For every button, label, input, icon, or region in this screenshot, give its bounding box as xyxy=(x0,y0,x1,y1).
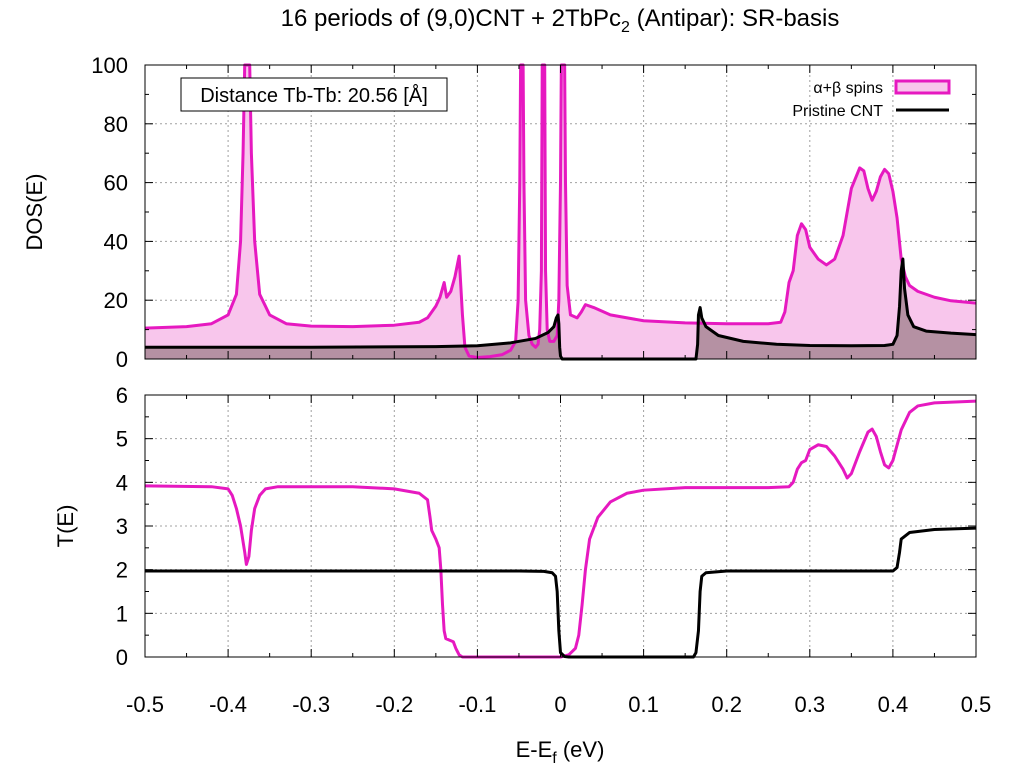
transmission-panel: -0.5 -0.4 -0.3 -0.2 -0.1 0 0.1 0.2 0.3 0.4 0.5 0 1 2 3… xyxy=(53,383,991,717)
legend-swatch-alpha-beta xyxy=(894,79,951,95)
series-line-pristine xyxy=(145,526,977,659)
x-tick-label: 0.5 xyxy=(961,692,992,717)
x-tick-label: -0.5 xyxy=(126,692,164,717)
x-tick-label: 0.3 xyxy=(795,692,826,717)
transmission-plot-frame xyxy=(144,394,977,658)
legend-label-alpha-beta: α+β spins xyxy=(813,80,883,97)
y-tick-label: 5 xyxy=(116,427,128,452)
y-tick-label: 60 xyxy=(104,171,128,196)
chart-title: 16 periods of (9,0)CNT + 2TbPc2 (Antipar… xyxy=(281,5,840,36)
x-tick-label: 0 xyxy=(554,692,566,717)
x-tick-label: 0.4 xyxy=(878,692,909,717)
transmission-grid xyxy=(145,395,976,657)
legend-label-pristine: Pristine CNT xyxy=(792,103,883,120)
transmission-y-axis-label: T(E) xyxy=(53,505,78,548)
dos-panel: 0 20 40 60 80 100 DOS(E) Distance Tb-Tb: 20.5… xyxy=(22,53,977,372)
x-tick-label: 0.2 xyxy=(711,692,742,717)
x-tick-label: -0.2 xyxy=(375,692,413,717)
y-tick-label: 0 xyxy=(116,645,128,670)
chart-title-main: 16 periods of (9,0)CNT + 2TbPc xyxy=(281,5,621,32)
transmission-ticks: -0.5 -0.4 -0.3 -0.2 -0.1 0 0.1 0.2 0.3 0.4 0.5 0 1 2 3… xyxy=(116,383,992,717)
y-tick-label: 6 xyxy=(116,383,128,408)
y-tick-label: 1 xyxy=(116,601,128,626)
y-tick-label: 0 xyxy=(116,347,128,372)
legend: α+β spins Pristine CNT xyxy=(792,79,951,120)
y-tick-label: 3 xyxy=(116,514,128,539)
x-tick-label: -0.4 xyxy=(209,692,247,717)
dos-y-axis-label: DOS(E) xyxy=(22,174,47,251)
dos-lines xyxy=(144,63,977,361)
y-tick-label: 100 xyxy=(91,53,128,78)
series-line-alpha-beta xyxy=(144,63,977,360)
y-tick-label: 80 xyxy=(104,112,128,137)
x-axis-label-tail: (eV) xyxy=(557,737,605,762)
dos-ticks: 0 20 40 60 80 100 xyxy=(91,53,977,372)
y-tick-label: 40 xyxy=(104,229,128,254)
x-tick-label: -0.1 xyxy=(458,692,496,717)
x-axis-label: E-Ef (eV) xyxy=(516,737,605,767)
y-tick-label: 2 xyxy=(116,558,128,583)
x-axis-label-subscript: f xyxy=(552,750,557,767)
chart-title-subscript: 2 xyxy=(621,19,630,36)
transmission-lines xyxy=(144,399,977,659)
y-tick-label: 4 xyxy=(116,470,128,495)
y-tick-label: 20 xyxy=(104,288,128,313)
x-tick-label: 0.1 xyxy=(628,692,659,717)
dos-plot-frame xyxy=(144,64,977,360)
distance-annotation-text: Distance Tb-Tb: 20.56 [Å] xyxy=(200,84,428,107)
series-fill-pristine xyxy=(145,259,976,359)
series-line-alpha-beta xyxy=(144,399,977,659)
distance-annotation: Distance Tb-Tb: 20.56 [Å] xyxy=(180,77,448,112)
distance-annotation-box xyxy=(180,77,448,112)
x-axis-label-main: E-E xyxy=(516,737,553,762)
chart-title-tail: (Antipar): SR-basis xyxy=(630,5,839,32)
series-line-pristine xyxy=(145,257,977,361)
x-tick-label: -0.3 xyxy=(292,692,330,717)
